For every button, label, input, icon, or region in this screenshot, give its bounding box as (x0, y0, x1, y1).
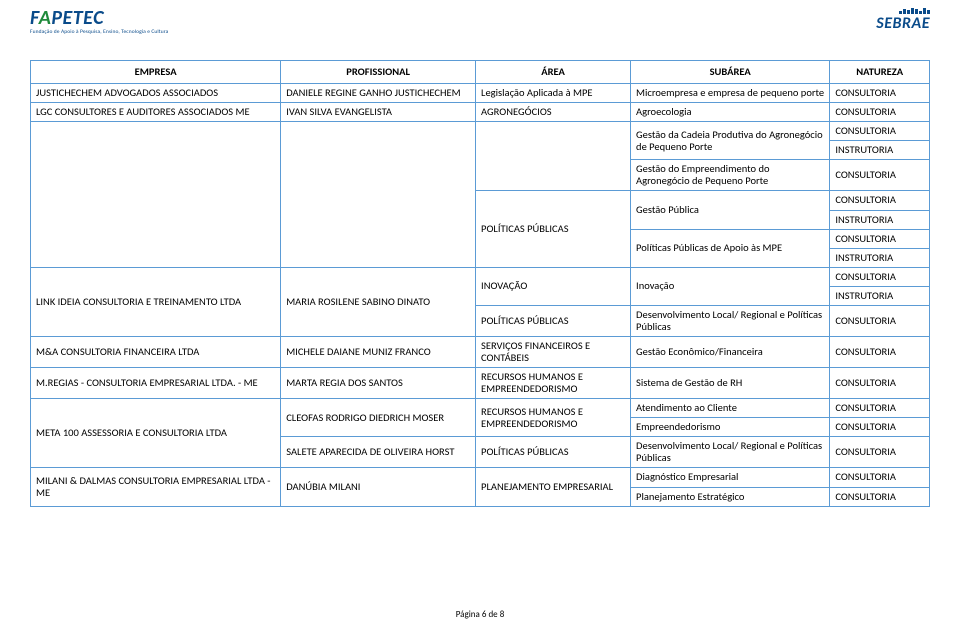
table-row: Gestão da Cadeia Produtiva do Agronegóci… (31, 122, 930, 141)
table-header-row: EMPRESA PROFISSIONAL ÁREA SUBÁREA NATURE… (31, 61, 930, 84)
page-footer: Página 6 de 8 (0, 609, 960, 620)
table-cell: Gestão Econômico/Financeira (631, 336, 830, 367)
table-cell: INSTRUTORIA (830, 286, 930, 305)
table-cell: JUSTICHECHEM ADVOGADOS ASSOCIADOS (31, 84, 281, 103)
col-header-area: ÁREA (476, 61, 631, 84)
table-row: JUSTICHECHEM ADVOGADOS ASSOCIADOSDANIELE… (31, 84, 930, 103)
table-cell: PLANEJAMENTO EMPRESARIAL (476, 468, 631, 506)
table-cell: CONSULTORIA (830, 487, 930, 506)
table-cell: CONSULTORIA (830, 84, 930, 103)
table-cell: CONSULTORIA (830, 267, 930, 286)
table-cell: CONSULTORIA (830, 191, 930, 210)
table-cell: DANÚBIA MILANI (281, 468, 476, 506)
table-cell: Gestão da Cadeia Produtiva do Agronegóci… (631, 122, 830, 160)
table-cell: CONSULTORIA (830, 399, 930, 418)
table-cell: POLÍTICAS PÚBLICAS (476, 437, 631, 468)
table-cell: INSTRUTORIA (830, 248, 930, 267)
table-row: M&A CONSULTORIA FINANCEIRA LTDAMICHELE D… (31, 336, 930, 367)
table-cell: INSTRUTORIA (830, 210, 930, 229)
table-cell: CONSULTORIA (830, 160, 930, 191)
table-cell: POLÍTICAS PÚBLICAS (476, 191, 631, 267)
table-cell: Gestão Pública (631, 191, 830, 229)
table-cell: Gestão do Empreendimento do Agronegócio … (631, 160, 830, 191)
table-cell: Legislação Aplicada à MPE (476, 84, 631, 103)
logo-sebrae: SEBRAE (876, 8, 930, 32)
table-cell: Diagnóstico Empresarial (631, 468, 830, 487)
logo-fapetec: FAPETEC Fundação de Apoio à Pesquisa, En… (30, 8, 168, 35)
table-cell: CONSULTORIA (830, 368, 930, 399)
fapetec-word: FAPETEC (30, 8, 104, 28)
table-cell: CONSULTORIA (830, 437, 930, 468)
fapetec-subtitle: Fundação de Apoio à Pesquisa, Ensino, Te… (30, 29, 168, 35)
table-cell: META 100 ASSESSORIA E CONSULTORIA LTDA (31, 399, 281, 468)
col-header-profissional: PROFISSIONAL (281, 61, 476, 84)
table-cell: CONSULTORIA (830, 229, 930, 248)
table-cell: INSTRUTORIA (830, 141, 930, 160)
table-cell: AGRONEGÓCIOS (476, 103, 631, 122)
table-row: META 100 ASSESSORIA E CONSULTORIA LTDACL… (31, 399, 930, 418)
table-cell: Desenvolvimento Local/ Regional e Políti… (631, 437, 830, 468)
table-cell: CLEOFAS RODRIGO DIEDRICH MOSER (281, 399, 476, 437)
table-cell: Atendimento ao Cliente (631, 399, 830, 418)
col-header-subarea: SUBÁREA (631, 61, 830, 84)
table-cell: MICHELE DAIANE MUNIZ FRANCO (281, 336, 476, 367)
table-cell: SALETE APARECIDA DE OLIVEIRA HORST (281, 437, 476, 468)
header-logos: FAPETEC Fundação de Apoio à Pesquisa, En… (30, 8, 930, 56)
table-cell: Microempresa e empresa de pequeno porte (631, 84, 830, 103)
table-cell: MARIA ROSILENE SABINO DINATO (281, 267, 476, 336)
sebrae-word: SEBRAE (876, 16, 930, 32)
table-cell: RECURSOS HUMANOS E EMPREENDEDORISMO (476, 368, 631, 399)
table-cell: Agroecologia (631, 103, 830, 122)
table-cell: MILANI & DALMAS CONSULTORIA EMPRESARIAL … (31, 468, 281, 506)
table-cell: LINK IDEIA CONSULTORIA E TREINAMENTO LTD… (31, 267, 281, 336)
table-cell: M&A CONSULTORIA FINANCEIRA LTDA (31, 336, 281, 367)
table-cell (281, 122, 476, 268)
table-row: M.REGIAS - CONSULTORIA EMPRESARIAL LTDA.… (31, 368, 930, 399)
col-header-empresa: EMPRESA (31, 61, 281, 84)
table-cell (31, 122, 281, 268)
table-row: LGC CONSULTORES E AUDITORES ASSOCIADOS M… (31, 103, 930, 122)
table-cell: Desenvolvimento Local/ Regional e Políti… (631, 305, 830, 336)
table-cell: INOVAÇÃO (476, 267, 631, 305)
table-cell: Políticas Públicas de Apoio às MPE (631, 229, 830, 267)
table-cell (476, 122, 631, 191)
table-cell: CONSULTORIA (830, 103, 930, 122)
table-cell: Sistema de Gestão de RH (631, 368, 830, 399)
table-cell: Inovação (631, 267, 830, 305)
table-cell: IVAN SILVA EVANGELISTA (281, 103, 476, 122)
table-cell: MARTA REGIA DOS SANTOS (281, 368, 476, 399)
table-cell: M.REGIAS - CONSULTORIA EMPRESARIAL LTDA.… (31, 368, 281, 399)
table-cell: SERVIÇOS FINANCEIROS E CONTÁBEIS (476, 336, 631, 367)
table-cell: POLÍTICAS PÚBLICAS (476, 305, 631, 336)
table-cell: Empreendedorismo (631, 418, 830, 437)
col-header-natureza: NATUREZA (830, 61, 930, 84)
table-cell: CONSULTORIA (830, 336, 930, 367)
table-cell: DANIELE REGINE GANHO JUSTICHECHEM (281, 84, 476, 103)
table-cell: Planejamento Estratégico (631, 487, 830, 506)
table-cell: CONSULTORIA (830, 468, 930, 487)
table-cell: CONSULTORIA (830, 305, 930, 336)
table-row: MILANI & DALMAS CONSULTORIA EMPRESARIAL … (31, 468, 930, 487)
table-cell: RECURSOS HUMANOS E EMPREENDEDORISMO (476, 399, 631, 437)
table-cell: LGC CONSULTORES E AUDITORES ASSOCIADOS M… (31, 103, 281, 122)
data-table: EMPRESA PROFISSIONAL ÁREA SUBÁREA NATURE… (30, 60, 930, 507)
table-row: LINK IDEIA CONSULTORIA E TREINAMENTO LTD… (31, 267, 930, 286)
table-cell: CONSULTORIA (830, 122, 930, 141)
table-cell: CONSULTORIA (830, 418, 930, 437)
